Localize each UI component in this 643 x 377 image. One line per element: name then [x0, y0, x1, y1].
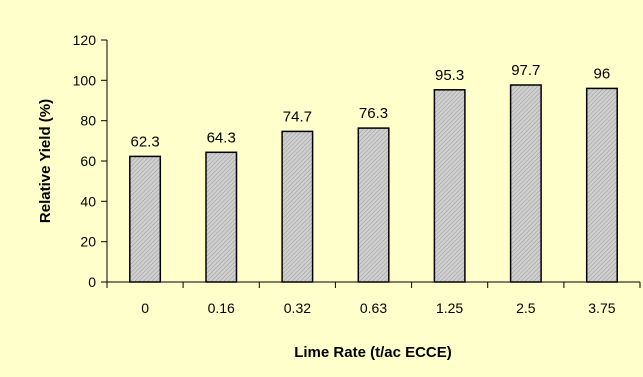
bars-group — [129, 84, 618, 283]
data-label-1: 64.3 — [207, 129, 236, 146]
y-tick-label-5: 100 — [73, 72, 97, 88]
y-tick-label-2: 40 — [80, 193, 96, 209]
x-tick-label-1: 0.16 — [208, 300, 235, 316]
y-axis-title: Relative Yield (%) — [37, 99, 54, 223]
x-axis-title: Lime Rate (t/ac ECCE) — [294, 344, 452, 361]
bar-1 — [205, 151, 238, 283]
x-tick-label-5: 2.5 — [516, 300, 536, 316]
data-label-0: 62.3 — [130, 133, 159, 150]
data-label-4: 95.3 — [435, 67, 464, 84]
data-label-2: 74.7 — [283, 108, 312, 125]
y-tick-label-3: 60 — [80, 153, 96, 169]
x-tick-label-4: 1.25 — [436, 300, 463, 316]
bar-0 — [129, 155, 162, 283]
axes-group — [101, 39, 641, 288]
bar-5 — [509, 84, 542, 283]
y-tick-label-1: 20 — [80, 234, 96, 250]
x-tick-label-0: 0 — [141, 300, 149, 316]
data-label-5: 97.7 — [511, 62, 540, 79]
x-tick-label-6: 3.75 — [588, 300, 615, 316]
y-tick-label-0: 0 — [88, 274, 96, 290]
bar-3 — [357, 127, 390, 283]
x-tick-label-2: 0.32 — [284, 300, 311, 316]
bar-4 — [433, 89, 466, 283]
data-label-6: 96 — [594, 65, 611, 82]
x-tick-label-3: 0.63 — [360, 300, 387, 316]
labels-group: 62.3 0 64.3 0.16 74.7 0.32 76.3 0.63 95.3 1.25 97.… — [73, 32, 616, 316]
y-tick-label-4: 80 — [80, 113, 96, 129]
y-tick-label-6: 120 — [73, 32, 97, 48]
bar-2 — [281, 130, 314, 283]
data-label-3: 76.3 — [359, 105, 388, 122]
bar-6 — [585, 87, 618, 283]
